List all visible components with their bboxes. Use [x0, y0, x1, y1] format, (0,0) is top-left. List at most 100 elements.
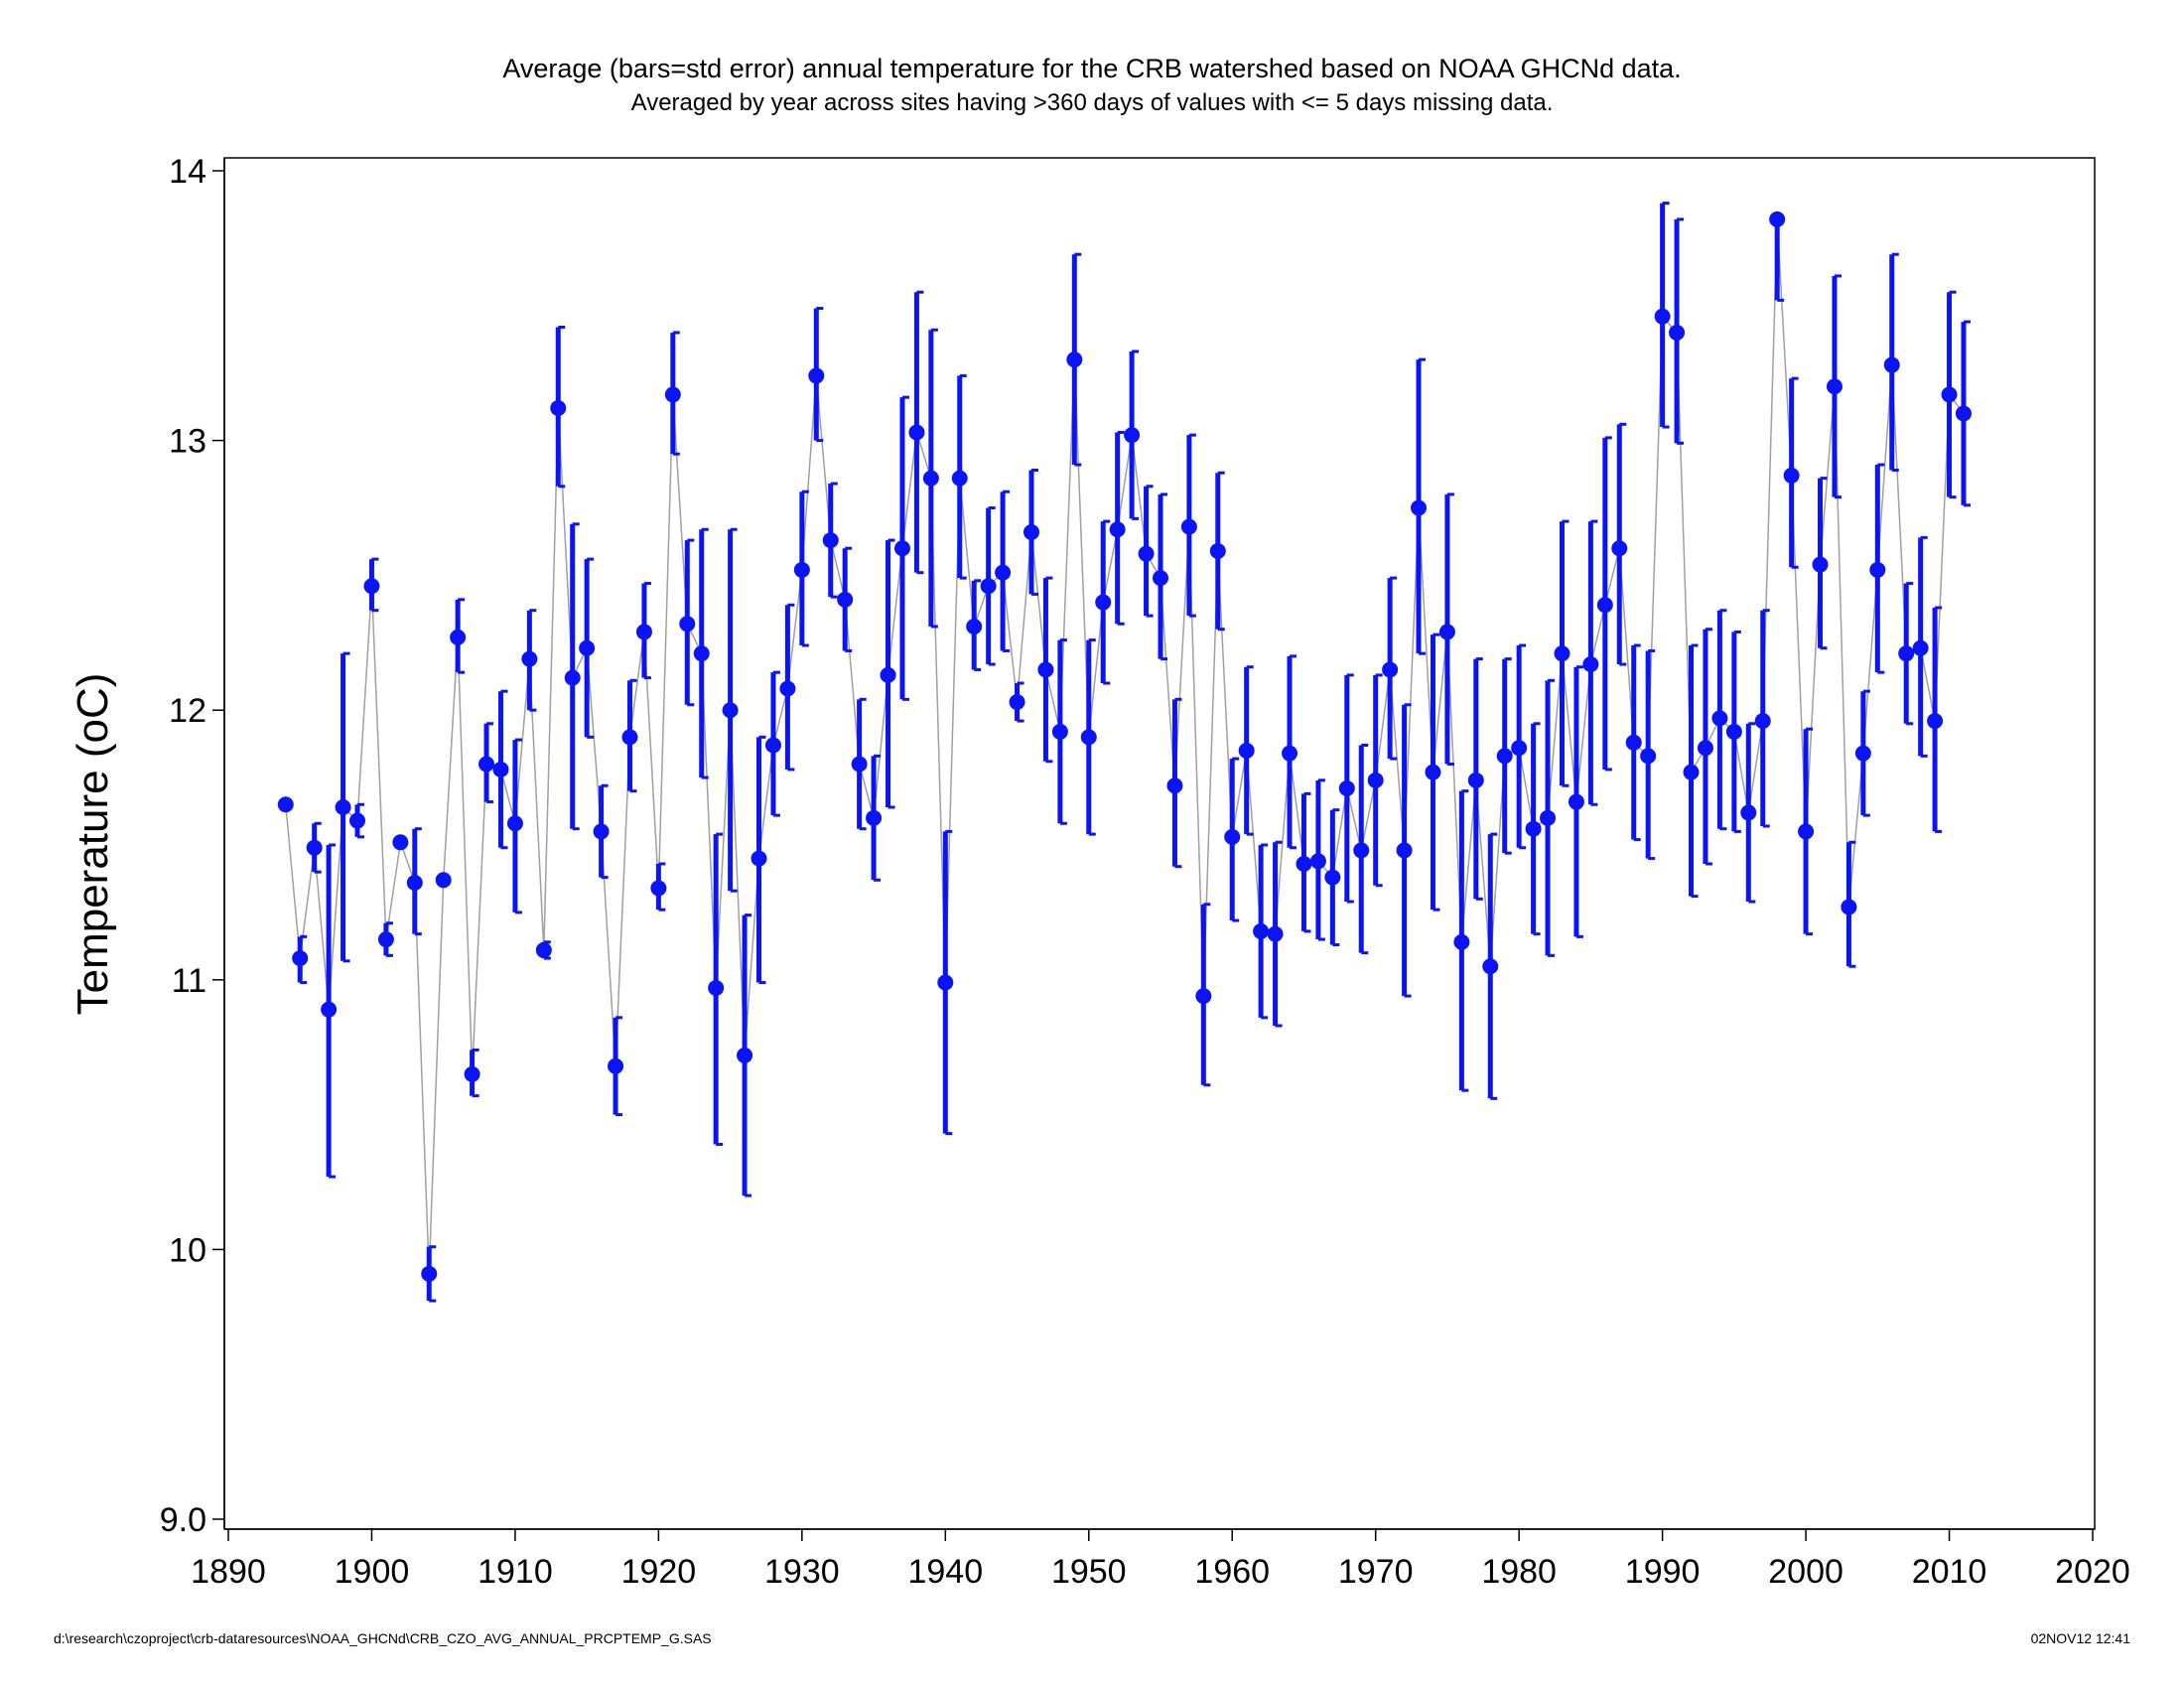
data-point [1453, 933, 1470, 950]
data-point [1496, 748, 1513, 765]
data-point [1296, 856, 1312, 873]
data-point [435, 872, 452, 889]
series-line [285, 218, 1965, 1274]
y-axis-label: Temperature (oC) [68, 673, 117, 1016]
data-point [1282, 745, 1298, 762]
data-point [1066, 352, 1083, 368]
data-point [722, 702, 739, 719]
data-point [779, 680, 796, 697]
data-point [579, 639, 596, 656]
data-point [1740, 804, 1757, 821]
data-point [1854, 745, 1871, 762]
y-tick-label: 14 [169, 153, 206, 191]
data-point [751, 850, 767, 867]
data-point [1912, 639, 1929, 656]
data-point [1138, 545, 1155, 562]
data-point [564, 669, 581, 686]
data-point [492, 761, 509, 777]
data-point [837, 591, 854, 608]
data-point [1725, 723, 1742, 740]
data-point [1238, 742, 1255, 759]
x-tick-label: 1990 [1625, 1553, 1701, 1591]
data-point [306, 839, 323, 856]
x-tick-label: 1900 [335, 1553, 410, 1591]
data-point [608, 1057, 624, 1074]
x-tick-label: 1950 [1051, 1553, 1127, 1591]
x-axis: 1890 1900 1910 1920 1930 1940 1950 1960 1970 1980… [191, 1528, 2130, 1591]
data-point [277, 796, 294, 813]
data-point [1654, 308, 1671, 325]
data-point [1511, 740, 1528, 757]
x-tick-label: 2020 [2055, 1553, 2130, 1591]
data-point [980, 578, 997, 595]
chart-subtitle: Averaged by year across sites having >36… [631, 89, 1554, 116]
data-point [1869, 561, 1886, 578]
data-point [1883, 356, 1900, 373]
data-point [1554, 645, 1570, 662]
data-point [937, 974, 954, 991]
x-tick-label: 1910 [478, 1553, 553, 1591]
x-tick-label: 2010 [1912, 1553, 1987, 1591]
data-point [1396, 842, 1413, 859]
y-tick-label: 9.0 [160, 1501, 206, 1539]
data-point [1798, 823, 1815, 840]
data-point [1697, 740, 1713, 757]
data-point [650, 880, 667, 897]
data-point [1898, 645, 1915, 662]
data-point [922, 470, 939, 487]
data-point [693, 645, 710, 662]
x-tick-label: 1970 [1338, 1553, 1414, 1591]
data-point [1525, 820, 1542, 837]
data-point [1582, 656, 1599, 673]
data-point [1611, 540, 1628, 557]
data-point [1267, 925, 1284, 942]
data-point [1482, 958, 1499, 975]
data-point [851, 756, 868, 773]
data-point [1023, 523, 1039, 540]
data-point [1640, 748, 1657, 765]
data-point [1540, 809, 1557, 826]
data-point [535, 941, 552, 958]
x-tick-label: 1920 [621, 1553, 697, 1591]
data-point [880, 666, 896, 683]
data-point [521, 650, 538, 667]
data-point [1568, 793, 1584, 810]
data-point [321, 1001, 338, 1018]
data-point [1180, 518, 1197, 535]
data-point [966, 619, 983, 635]
data-point [1037, 661, 1054, 678]
data-point [1153, 570, 1168, 587]
y-axis: 9.0 10 11 12 13 14 [160, 153, 225, 1539]
data-point [550, 400, 567, 417]
data-point [1080, 729, 1097, 746]
data-point [349, 812, 366, 829]
data-point [406, 875, 423, 892]
data-point [377, 931, 394, 948]
data-point [635, 624, 652, 640]
data-point [1669, 324, 1686, 341]
data-point [1209, 542, 1226, 559]
data-point [951, 470, 968, 487]
data-point [363, 578, 380, 595]
x-tick-label: 1960 [1194, 1553, 1270, 1591]
y-tick-label: 12 [169, 692, 206, 730]
data-point [1095, 594, 1112, 611]
data-point [1009, 694, 1025, 711]
data-point [1425, 764, 1441, 780]
data-point [1109, 521, 1126, 538]
x-tick-label: 1930 [764, 1553, 840, 1591]
data-point [664, 386, 681, 403]
chart-title: Average (bars=std error) annual temperat… [502, 54, 1681, 83]
data-point [679, 616, 696, 633]
data-point [1382, 661, 1399, 678]
data-point [1051, 723, 1068, 740]
data-point [1438, 624, 1455, 640]
data-point [1411, 499, 1428, 516]
data-point [621, 729, 638, 746]
data-point [1253, 922, 1270, 939]
data-point [1324, 869, 1341, 886]
data-point [1224, 828, 1241, 845]
data-point [1124, 427, 1141, 444]
data-points [277, 211, 1972, 1282]
